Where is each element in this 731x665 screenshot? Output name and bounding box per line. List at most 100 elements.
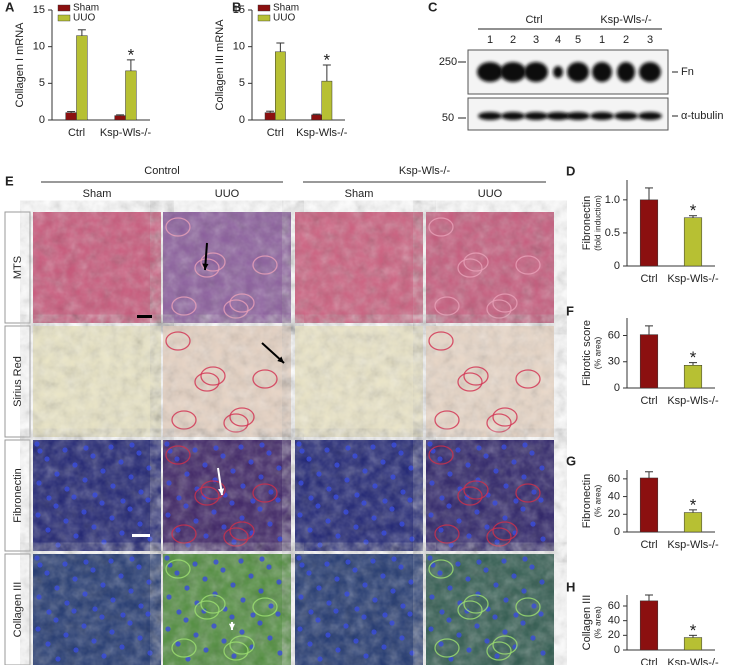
blot-band	[590, 112, 614, 120]
nucleus	[213, 445, 219, 451]
nucleus	[494, 539, 500, 545]
nucleus	[371, 515, 377, 521]
nucleus	[91, 524, 97, 530]
scale-bar	[132, 534, 150, 537]
nucleus	[483, 453, 489, 459]
nucleus	[110, 483, 116, 489]
tissue-structure	[252, 255, 278, 275]
nucleus	[146, 465, 152, 471]
nucleus	[306, 456, 312, 462]
nucleus	[108, 444, 114, 450]
bar	[639, 199, 659, 267]
tissue-structure	[515, 255, 541, 275]
nucleus	[343, 623, 349, 629]
lane-label: 3	[647, 34, 653, 46]
error-bar	[689, 509, 697, 513]
y-tick-label: 0	[614, 260, 620, 272]
nucleus	[127, 506, 133, 512]
tissue-structure	[515, 597, 541, 617]
nucleus	[474, 623, 480, 629]
nucleus	[119, 530, 125, 536]
lane-label: 1	[487, 34, 493, 46]
tissue-structure	[223, 527, 249, 547]
nucleus	[363, 653, 369, 659]
nucleus	[407, 497, 413, 503]
micrograph-texture	[295, 212, 423, 323]
tissue-structure	[486, 641, 512, 661]
nucleus	[92, 492, 98, 498]
nucleus	[110, 597, 116, 603]
x-tick-label: Ctrl	[640, 395, 657, 407]
panel-label: F	[566, 303, 574, 318]
nucleus	[192, 561, 198, 567]
nucleus	[345, 559, 351, 565]
tissue-structure	[492, 407, 518, 427]
lane-label: 1	[599, 34, 605, 46]
nucleus	[34, 441, 40, 447]
tissue-structure	[463, 594, 489, 614]
nucleus	[315, 503, 321, 509]
nucleus	[429, 594, 435, 600]
nucleus	[483, 567, 489, 573]
nucleus	[62, 561, 68, 567]
nucleus	[437, 456, 443, 462]
column-label: UUO	[478, 188, 503, 200]
nucleus	[439, 609, 445, 615]
nucleus	[492, 614, 498, 620]
nucleus	[35, 512, 41, 518]
nucleus	[317, 542, 323, 548]
nucleus	[381, 530, 387, 536]
nucleus	[250, 498, 256, 504]
nucleus	[109, 629, 115, 635]
nucleus	[334, 576, 340, 582]
nucleus	[71, 608, 77, 614]
nucleus	[211, 623, 217, 629]
y-tick-label: 0	[614, 382, 620, 394]
tissue-structure	[486, 299, 512, 319]
nucleus	[62, 447, 68, 453]
nucleus	[250, 612, 256, 618]
tissue-structure	[223, 413, 249, 433]
nucleus	[72, 576, 78, 582]
nucleus	[511, 459, 517, 465]
nucleus	[502, 629, 508, 635]
bar	[321, 80, 333, 121]
nucleus	[100, 468, 106, 474]
error-bar	[645, 471, 653, 478]
nucleus	[277, 650, 283, 656]
y-tick-label: 15	[233, 4, 245, 16]
nucleus	[44, 570, 50, 576]
nucleus	[389, 506, 395, 512]
nucleus	[101, 653, 107, 659]
nucleus	[136, 564, 142, 570]
y-axis-sublabel: (fold induction)	[592, 195, 602, 251]
nucleus	[82, 591, 88, 597]
mw-marker: 50	[442, 112, 454, 124]
tissue-structure	[171, 296, 197, 316]
nucleus	[92, 606, 98, 612]
tissue-structure	[194, 372, 220, 392]
nucleus	[352, 567, 358, 573]
nucleus	[175, 527, 181, 533]
nucleus	[239, 629, 245, 635]
scale-bar	[137, 315, 152, 318]
nucleus	[82, 477, 88, 483]
nucleus	[240, 597, 246, 603]
nucleus	[220, 567, 226, 573]
nucleus	[298, 594, 304, 600]
nucleus	[268, 603, 274, 609]
nucleus	[275, 611, 281, 617]
nucleus	[538, 611, 544, 617]
y-tick-label: 5	[239, 77, 245, 89]
tissue-structure	[434, 296, 460, 316]
y-axis-label: Collagen I mRNA	[14, 22, 26, 108]
nucleus	[109, 515, 115, 521]
nucleus	[308, 495, 314, 501]
arrow-head	[202, 263, 209, 270]
legend-swatch	[57, 14, 71, 22]
panel-label: E	[5, 173, 14, 188]
y-axis-sublabel: (% area)	[592, 606, 602, 639]
nucleus	[230, 582, 236, 588]
tissue-structure	[194, 600, 220, 620]
